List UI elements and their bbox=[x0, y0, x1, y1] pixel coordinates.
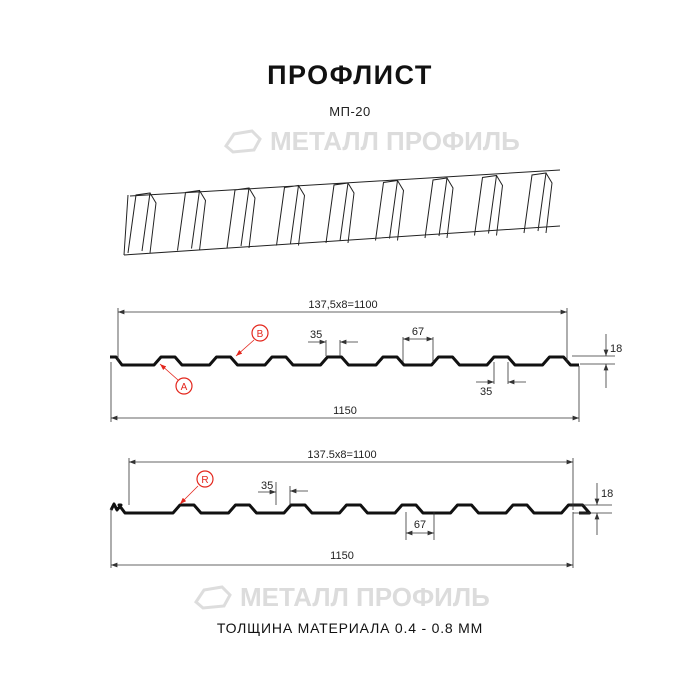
rib-top-label: 35 bbox=[261, 480, 273, 492]
profile-top-line bbox=[110, 355, 579, 367]
page-title: ПРОФЛИСТ bbox=[267, 60, 433, 90]
pitch-label: 137.5x8=1100 bbox=[307, 449, 376, 461]
watermark-1: МЕТАЛЛ ПРОФИЛЬ bbox=[224, 126, 520, 156]
watermark-text: МЕТАЛЛ ПРОФИЛЬ bbox=[240, 582, 490, 612]
rib-bottom-label: 35 bbox=[480, 386, 492, 398]
profile-bottom bbox=[109, 458, 612, 568]
profile-bottom-line bbox=[109, 502, 591, 515]
valley-label: 67 bbox=[414, 519, 426, 531]
total-label: 1150 bbox=[333, 405, 357, 417]
height-label: 18 bbox=[601, 488, 613, 500]
sheet-3d-outline bbox=[123, 169, 561, 256]
watermark-2: МЕТАЛЛ ПРОФИЛЬ bbox=[194, 582, 490, 612]
marker-a-label: A bbox=[181, 382, 188, 393]
valley-label: 67 bbox=[412, 326, 424, 338]
marker-r bbox=[196, 470, 214, 488]
watermark-text: МЕТАЛЛ ПРОФИЛЬ bbox=[270, 126, 520, 156]
model-label: МП-20 bbox=[329, 104, 371, 119]
sheet-3d-view bbox=[123, 169, 561, 256]
profile-top bbox=[110, 308, 615, 422]
marker-b bbox=[251, 324, 269, 342]
height-label: 18 bbox=[610, 343, 622, 355]
marker-b-label: B bbox=[257, 329, 264, 340]
marker-a bbox=[175, 377, 193, 395]
marker-r-label: R bbox=[201, 475, 208, 486]
material-thickness: ТОЛЩИНА МАТЕРИАЛА 0.4 - 0.8 ММ bbox=[216, 620, 484, 636]
rib-top-label: 35 bbox=[310, 329, 322, 341]
pitch-label: 137,5x8=1100 bbox=[308, 299, 377, 311]
total-label: 1150 bbox=[330, 550, 354, 562]
